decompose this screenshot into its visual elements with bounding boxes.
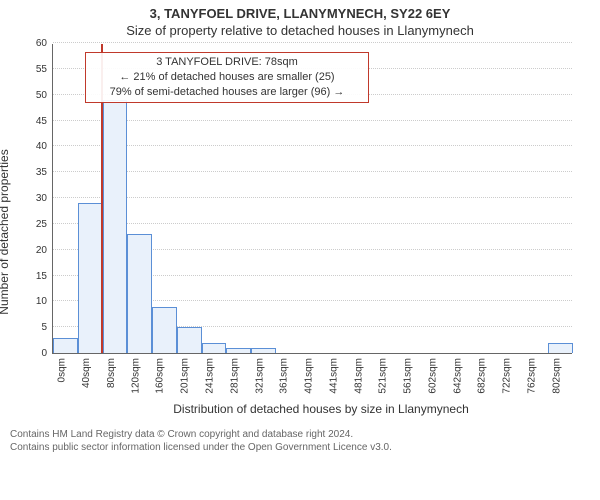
x-tick-label: 602sqm [427, 358, 438, 394]
histogram-bar [177, 327, 202, 353]
annotation-box: 3 TANYFOEL DRIVE: 78sqm← 21% of detached… [85, 52, 369, 103]
gridline [53, 120, 572, 121]
gridline [53, 171, 572, 172]
x-tick-label: 481sqm [353, 358, 364, 394]
y-axis-label: Number of detached properties [0, 149, 11, 314]
histogram-bar [548, 343, 573, 353]
x-tick-label: 241sqm [205, 358, 216, 394]
x-tick-label: 361sqm [279, 358, 290, 394]
x-tick-label: 521sqm [378, 358, 389, 394]
x-tick-label: 80sqm [106, 358, 117, 388]
y-tick-label: 30 [17, 193, 47, 204]
x-tick-label: 0sqm [56, 358, 67, 382]
x-tick-label: 321sqm [254, 358, 265, 394]
x-tick-label: 441sqm [328, 358, 339, 394]
x-tick-label: 120sqm [130, 358, 141, 394]
y-tick-label: 55 [17, 64, 47, 75]
x-tick-label: 401sqm [304, 358, 315, 394]
x-tick-container: 0sqm 40sqm 80sqm 120sqm 160sqm 201sqm 241sqm 28… [52, 354, 572, 400]
gridline [53, 197, 572, 198]
x-tick-label: 561sqm [403, 358, 414, 394]
y-tick-label: 45 [17, 116, 47, 127]
x-tick-label: 762sqm [526, 358, 537, 394]
footer-line-1: Contains HM Land Registry data © Crown c… [10, 428, 590, 441]
footer-attribution: Contains HM Land Registry data © Crown c… [10, 428, 590, 454]
x-tick-label: 722sqm [502, 358, 513, 394]
chart-area: Number of detached properties 0510152025… [10, 44, 590, 420]
histogram-bar [78, 203, 103, 353]
y-tick-label: 25 [17, 219, 47, 230]
annotation-line: 79% of semi-detached houses are larger (… [92, 85, 362, 100]
x-axis-label: Distribution of detached houses by size … [52, 402, 590, 416]
y-tick-label: 35 [17, 167, 47, 178]
x-tick-label: 682sqm [477, 358, 488, 394]
y-tick-label: 20 [17, 245, 47, 256]
histogram-bar [103, 100, 128, 353]
x-tick-label: 160sqm [155, 358, 166, 394]
y-tick-label: 40 [17, 141, 47, 152]
x-tick-label: 40sqm [81, 358, 92, 388]
histogram-bar [202, 343, 227, 353]
y-tick-label: 15 [17, 271, 47, 282]
chart-title: 3, TANYFOEL DRIVE, LLANYMYNECH, SY22 6EY [0, 6, 600, 21]
gridline [53, 145, 572, 146]
y-tick-label: 50 [17, 90, 47, 101]
x-tick-label: 802sqm [551, 358, 562, 394]
annotation-line: 3 TANYFOEL DRIVE: 78sqm [92, 55, 362, 70]
gridline [53, 42, 572, 43]
histogram-bar [53, 338, 78, 354]
histogram-bar [127, 234, 152, 353]
y-tick-label: 0 [17, 348, 47, 359]
y-tick-label: 10 [17, 296, 47, 307]
footer-line-2: Contains public sector information licen… [10, 441, 590, 454]
gridline [53, 223, 572, 224]
plot-region: 0510152025303540455055603 TANYFOEL DRIVE… [52, 44, 572, 354]
histogram-bar [152, 307, 177, 354]
chart-subtitle: Size of property relative to detached ho… [0, 23, 600, 38]
x-tick-label: 281sqm [229, 358, 240, 394]
y-tick-label: 5 [17, 322, 47, 333]
histogram-bar [251, 348, 276, 353]
y-tick-label: 60 [17, 38, 47, 49]
annotation-line: ← 21% of detached houses are smaller (25… [92, 70, 362, 85]
histogram-bar [226, 348, 251, 353]
x-tick-label: 642sqm [452, 358, 463, 394]
x-tick-label: 201sqm [180, 358, 191, 394]
